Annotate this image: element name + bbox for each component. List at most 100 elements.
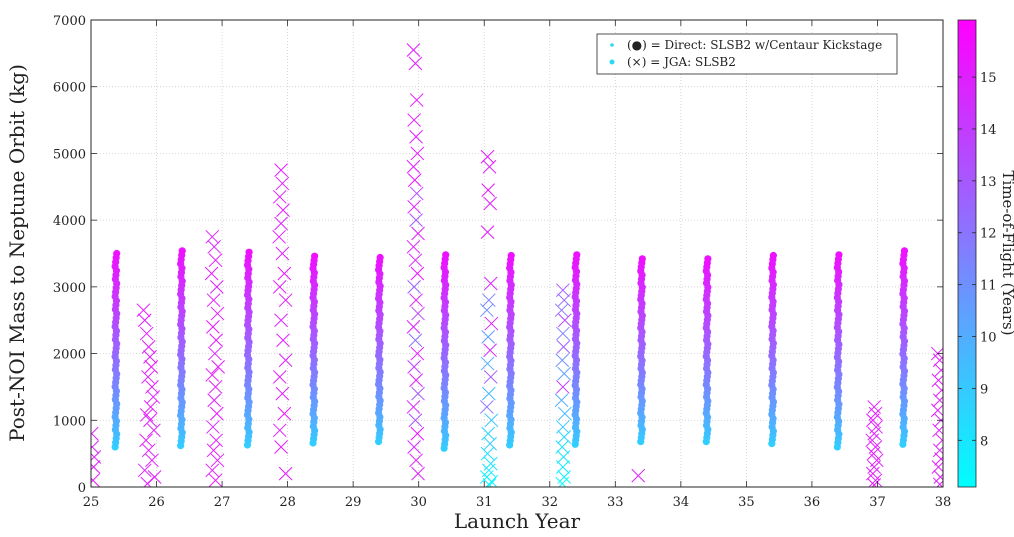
jga-point-stroke <box>206 320 220 334</box>
jga-point <box>411 386 425 401</box>
jga-point <box>483 436 497 451</box>
jga-point-stroke <box>144 360 159 374</box>
jga-point-stroke <box>484 316 499 331</box>
direct-point <box>835 251 843 259</box>
x-tick-labels: 25 26 27 28 29 30 31 32 33 34 35 36 37 38 <box>83 495 952 510</box>
jga-point-stroke <box>409 453 423 468</box>
jga-point <box>410 146 425 161</box>
jga-point-stroke <box>409 129 423 144</box>
jga-point-stroke <box>867 400 882 414</box>
jga-point <box>483 370 498 384</box>
jga-point-stroke <box>932 446 943 458</box>
jga-point <box>866 446 881 461</box>
jga-point-stroke <box>143 400 158 414</box>
jga-point-stroke <box>483 370 498 384</box>
jga-point <box>480 356 495 371</box>
x-tick-label: 38 <box>935 495 952 510</box>
jga-point <box>409 453 423 468</box>
jga-point <box>555 476 570 487</box>
jga-point-stroke <box>211 360 225 374</box>
jga-point <box>406 320 421 334</box>
jga-point-stroke <box>137 313 152 328</box>
jga-point-stroke <box>554 393 569 408</box>
jga-point <box>206 420 220 434</box>
jga-point-stroke <box>275 176 290 191</box>
jga-point <box>409 213 423 227</box>
y-tick-label: 2000 <box>53 348 86 363</box>
jga-point-stroke <box>556 326 570 341</box>
jga-point <box>206 293 221 308</box>
jga-point <box>484 316 499 331</box>
jga-point-stroke <box>278 293 293 308</box>
jga-point-stroke <box>206 293 221 308</box>
jga-point <box>865 433 880 448</box>
jga-point <box>410 426 425 441</box>
x-tick-label: 28 <box>279 495 296 510</box>
jga-point-stroke <box>409 186 424 201</box>
jga-point-stroke <box>556 380 570 394</box>
legend-label-direct: (●) = Direct: SLSB2 w/Centaur Kickstage <box>627 38 882 52</box>
y-tick-label: 1000 <box>53 414 86 429</box>
colorbar-gradient <box>957 19 977 488</box>
jga-point <box>137 463 152 478</box>
jga-point <box>211 360 225 374</box>
jga-point <box>407 360 421 374</box>
jga-point <box>141 370 155 384</box>
jga-point <box>210 453 225 468</box>
jga-point <box>932 477 943 487</box>
direct-point <box>376 253 384 262</box>
y-tick-labels: 0 1000 2000 3000 4000 5000 6000 7000 <box>53 14 86 496</box>
jga-point-stroke <box>272 423 287 438</box>
jga-point <box>480 446 495 461</box>
jga-point <box>407 440 421 454</box>
colorbar-ticks: 8 9 10 11 12 13 14 15 <box>958 71 997 449</box>
jga-point <box>409 186 424 201</box>
jga-point <box>483 276 498 291</box>
jga-point-stroke <box>557 313 572 328</box>
jga-point <box>272 280 287 294</box>
jga-point <box>932 393 943 408</box>
jga-point <box>274 440 288 454</box>
jga-point-stroke <box>409 293 423 308</box>
jga-point-stroke <box>407 173 422 187</box>
jga-point-stroke <box>209 333 224 348</box>
jga-point-stroke <box>209 433 224 448</box>
jga-point-stroke <box>934 367 943 378</box>
jga-point <box>557 293 572 308</box>
colorbar-tick-label: 13 <box>980 175 997 190</box>
jga-point-stroke <box>871 478 882 487</box>
jga-point-stroke <box>484 413 499 428</box>
jga-point <box>481 330 496 344</box>
jga-point <box>278 353 293 368</box>
jga-point-stroke <box>407 280 421 294</box>
jga-point <box>278 466 293 481</box>
jga-point <box>275 386 290 401</box>
jga-point-stroke <box>934 456 943 466</box>
jga-point <box>409 129 423 144</box>
jga-point-stroke <box>481 293 496 308</box>
jga-point <box>408 56 423 71</box>
x-axis-label: Launch Year <box>454 509 581 533</box>
jga-point-stroke <box>143 413 157 428</box>
jga-point-stroke <box>278 466 293 481</box>
jga-point <box>143 413 157 428</box>
jga-point <box>209 333 224 348</box>
direct-point <box>573 251 581 259</box>
x-tick-label: 27 <box>214 495 231 510</box>
jga-point-stroke <box>208 380 223 394</box>
jga-point <box>272 229 286 244</box>
y-tick-label: 5000 <box>53 147 86 162</box>
jga-point-stroke <box>205 368 220 382</box>
jga-point <box>275 176 290 191</box>
direct-point <box>638 255 646 263</box>
x-tick-label: 26 <box>148 495 165 510</box>
jga-point-stroke <box>143 476 155 487</box>
jga-point-stroke <box>210 453 225 468</box>
jga-point-stroke <box>481 330 496 344</box>
x-tick-label: 30 <box>410 495 427 510</box>
jga-point <box>932 443 943 458</box>
jga-point <box>411 466 425 481</box>
jga-point <box>91 440 100 454</box>
